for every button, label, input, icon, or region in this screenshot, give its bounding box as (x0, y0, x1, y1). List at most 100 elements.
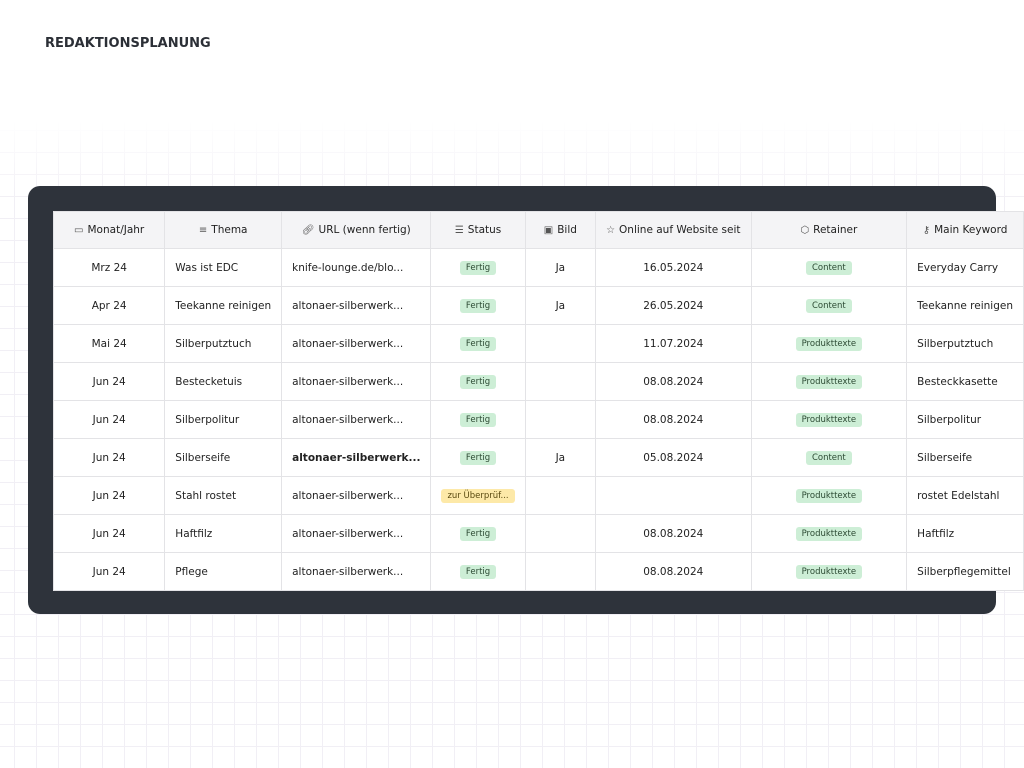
cell-url[interactable]: knife-lounge.de/blo... (281, 248, 432, 287)
table-row[interactable]: Apr 24 Teekanne reinigen altonaer-silberwe… (52, 286, 1024, 325)
cell-online[interactable] (595, 476, 752, 515)
cell-monat[interactable]: Jun 24 (52, 438, 166, 477)
cell-thema[interactable]: Silberseife (164, 438, 283, 477)
cell-monat[interactable]: Mrz 24 (52, 248, 166, 287)
cell-thema[interactable]: Was ist EDC (164, 248, 283, 287)
cell-retainer[interactable]: Content (750, 438, 908, 477)
cell-retainer[interactable]: Produkttexte (750, 476, 908, 515)
cell-online[interactable]: 08.08.2024 (595, 552, 752, 591)
cell-monat[interactable]: Jun 24 (52, 400, 166, 439)
column-label: URL (wenn fertig) (318, 224, 411, 236)
cell-thema[interactable]: Pflege (164, 552, 283, 591)
cell-thema[interactable]: Teekanne reinigen (164, 286, 283, 325)
cell-url[interactable]: altonaer-silberwerk... (281, 286, 432, 325)
column-header-5[interactable]: ☆ Online auf Website seit (595, 211, 752, 249)
cell-retainer[interactable]: Produkttexte (750, 400, 908, 439)
cell-status[interactable]: Fertig (430, 514, 526, 553)
column-label: Status (467, 224, 502, 236)
cell-url[interactable]: altonaer-silberwerk... (281, 476, 432, 515)
cell-status[interactable]: Fertig (430, 362, 526, 401)
cell-retainer[interactable]: Produkttexte (750, 362, 908, 401)
cell-status[interactable]: Fertig (430, 324, 526, 363)
column-header-0[interactable]: ▭ Monat/Jahr (52, 211, 166, 249)
cell-online[interactable]: 26.05.2024 (595, 286, 752, 325)
cell-keyword[interactable]: Besteckkasette (906, 362, 1024, 401)
cell-keyword[interactable]: Silberseife (906, 438, 1024, 477)
table-row[interactable]: Jun 24 Bestecketuis altonaer-silberwerk...… (52, 362, 1024, 401)
cell-keyword[interactable]: rostet Edelstahl (906, 476, 1024, 515)
cell-url[interactable]: altonaer-silberwerk... (281, 400, 432, 439)
table-row[interactable]: Jun 24 Silberseife altonaer-silberwerk... F… (52, 438, 1024, 477)
status-badge: zur Überprüf... (441, 488, 515, 503)
table-row[interactable]: Mrz 24 Was ist EDC knife-lounge.de/blo... F… (52, 248, 1024, 287)
table-row[interactable]: Mai 24 Silberputztuch altonaer-silberwerk.… (52, 324, 1024, 363)
cell-keyword[interactable]: Haftfilz (906, 514, 1024, 553)
cell-thema[interactable]: Stahl rostet (164, 476, 283, 515)
cell-monat[interactable]: Jun 24 (52, 514, 166, 553)
cell-bild[interactable]: Ja (524, 248, 597, 287)
cell-online[interactable]: 11.07.2024 (595, 324, 752, 363)
cell-bild[interactable]: Ja (524, 286, 597, 325)
table-row[interactable]: Jun 24 Stahl rostet altonaer-silberwerk...… (52, 476, 1024, 515)
column-header-7[interactable]: ⚷ Main Keyword (906, 211, 1024, 249)
cell-status[interactable]: zur Überprüf... (430, 476, 526, 515)
editorial-table: ▭ Monat/Jahr ≡ Thema 🔗︎ URL (wenn fertig) ☰ Sta… (52, 211, 1024, 591)
cell-url[interactable]: altonaer-silberwerk... (281, 438, 432, 477)
table-row[interactable]: Jun 24 Haftfilz altonaer-silberwerk... Fert… (52, 514, 1024, 553)
cell-monat[interactable]: Jun 24 (52, 476, 166, 515)
cell-status[interactable]: Fertig (430, 286, 526, 325)
cell-bild[interactable] (524, 476, 597, 515)
cell-bild[interactable] (524, 324, 597, 363)
cell-retainer[interactable]: Content (750, 248, 908, 287)
link-icon: 🔗︎ (301, 225, 315, 236)
cell-bild[interactable]: Ja (524, 438, 597, 477)
column-header-2[interactable]: 🔗︎ URL (wenn fertig) (281, 211, 432, 249)
retainer-badge: Produkttexte (795, 526, 863, 541)
cell-monat[interactable]: Mai 24 (52, 324, 166, 363)
status-badge: Fertig (459, 298, 497, 313)
cell-online[interactable]: 08.08.2024 (595, 362, 752, 401)
cell-thema[interactable]: Silberputztuch (164, 324, 283, 363)
cell-retainer[interactable]: Produkttexte (750, 514, 908, 553)
column-label: Bild (557, 224, 577, 236)
cell-url[interactable]: altonaer-silberwerk... (281, 362, 432, 401)
cell-keyword[interactable]: Silberputztuch (906, 324, 1024, 363)
cell-status[interactable]: Fertig (430, 552, 526, 591)
cell-monat[interactable]: Jun 24 (52, 362, 166, 401)
cell-online[interactable]: 08.08.2024 (595, 514, 752, 553)
cell-retainer[interactable]: Produkttexte (750, 552, 908, 591)
cell-bild[interactable] (524, 514, 597, 553)
status-badge: Fertig (459, 260, 497, 275)
column-header-4[interactable]: ▣ Bild (524, 211, 597, 249)
cell-online[interactable]: 08.08.2024 (595, 400, 752, 439)
table-row[interactable]: Jun 24 Pflege altonaer-silberwerk... Fertig… (52, 552, 1024, 591)
cell-monat[interactable]: Apr 24 (52, 286, 166, 325)
cell-status[interactable]: Fertig (430, 400, 526, 439)
cell-status[interactable]: Fertig (430, 248, 526, 287)
column-header-3[interactable]: ☰ Status (430, 211, 526, 249)
cell-bild[interactable] (524, 362, 597, 401)
cell-thema[interactable]: Silberpolitur (164, 400, 283, 439)
cell-retainer[interactable]: Produkttexte (750, 324, 908, 363)
cell-keyword[interactable]: Teekanne reinigen (906, 286, 1024, 325)
cell-online[interactable]: 05.08.2024 (595, 438, 752, 477)
cell-keyword[interactable]: Silberpflegemittel (906, 552, 1024, 591)
table-row[interactable]: Jun 24 Silberpolitur altonaer-silberwerk..… (52, 400, 1024, 439)
cell-status[interactable]: Fertig (430, 438, 526, 477)
retainer-badge: Produkttexte (795, 336, 863, 351)
cell-retainer[interactable]: Content (750, 286, 908, 325)
column-header-1[interactable]: ≡ Thema (164, 211, 283, 249)
cell-url[interactable]: altonaer-silberwerk... (281, 514, 432, 553)
cell-monat[interactable]: Jun 24 (52, 552, 166, 591)
cell-thema[interactable]: Bestecketuis (164, 362, 283, 401)
cell-online[interactable]: 16.05.2024 (595, 248, 752, 287)
cell-keyword[interactable]: Everyday Carry (906, 248, 1024, 287)
cell-bild[interactable] (524, 400, 597, 439)
cell-url[interactable]: altonaer-silberwerk... (281, 552, 432, 591)
cell-bild[interactable] (524, 552, 597, 591)
page-title: REDAKTIONSPLANUNG (45, 36, 211, 51)
cell-thema[interactable]: Haftfilz (164, 514, 283, 553)
cell-keyword[interactable]: Silberpolitur (906, 400, 1024, 439)
column-header-6[interactable]: ⬡ Retainer (750, 211, 908, 249)
cell-url[interactable]: altonaer-silberwerk... (281, 324, 432, 363)
